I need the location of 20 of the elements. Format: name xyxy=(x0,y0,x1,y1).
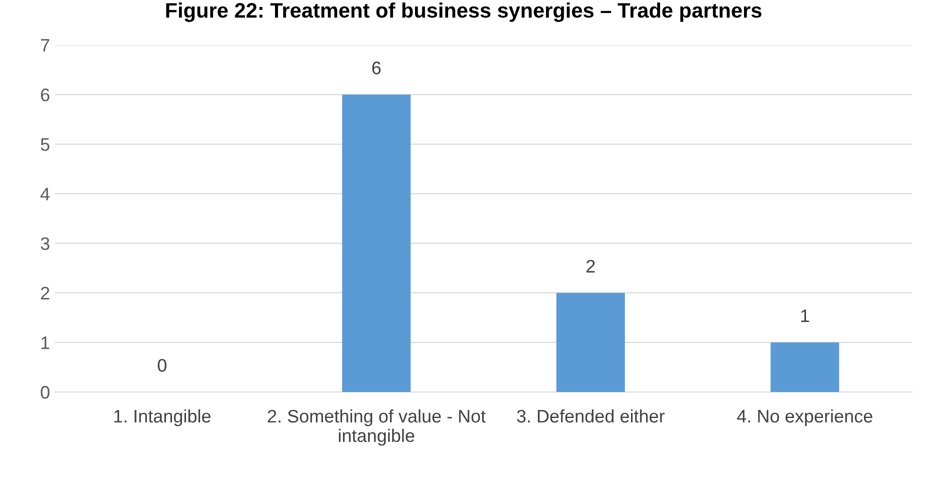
bar xyxy=(556,292,625,392)
x-tick-label: 1. Intangible xyxy=(114,409,211,426)
y-tick-label: 0 xyxy=(40,386,50,399)
chart-title: Figure 22: Treatment of business synergies – Trade partners xyxy=(166,2,762,22)
y-tick-label: 2 xyxy=(41,286,50,300)
y-tick-label: 3 xyxy=(40,237,50,250)
bar xyxy=(770,342,840,392)
data-label: 0 xyxy=(158,358,166,372)
x-tick-label: 2. Something of value - Not intangible xyxy=(268,409,486,446)
data-label: 1 xyxy=(801,310,810,322)
y-tick-label: 4 xyxy=(40,188,50,200)
y-tick-label: 6 xyxy=(41,88,50,102)
data-label: 2 xyxy=(586,260,595,272)
y-tick-label: 5 xyxy=(40,138,50,151)
y-tick-label: 1 xyxy=(41,336,50,349)
x-tick-label: 3. Defended either xyxy=(517,409,665,423)
bar xyxy=(342,94,411,392)
data-label: 6 xyxy=(372,62,381,74)
x-tick-label: 4. No experience xyxy=(737,409,872,426)
y-tick-label: 7 xyxy=(41,39,50,52)
